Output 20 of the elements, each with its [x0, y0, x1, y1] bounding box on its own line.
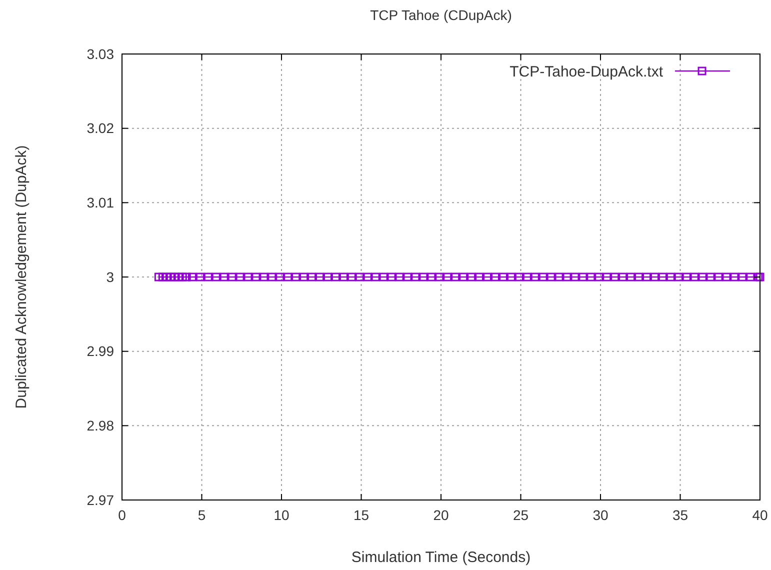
y-tick-label: 3.01 — [86, 194, 114, 211]
x-tick-label: 25 — [512, 507, 529, 523]
x-tick-label: 10 — [274, 507, 290, 523]
x-tick-label: 0 — [118, 507, 126, 523]
x-tick-label: 40 — [752, 507, 768, 523]
x-tick-label: 5 — [198, 507, 206, 523]
x-tick-label: 20 — [433, 507, 449, 523]
x-tick-label: 30 — [592, 507, 608, 523]
y-tick-label: 2.97 — [86, 492, 114, 508]
y-tick-label: 3.03 — [86, 46, 114, 62]
y-tick-label: 2.99 — [86, 343, 114, 360]
y-tick-label: 3.02 — [86, 120, 114, 136]
y-axis-title: Duplicated Acknowledgement (DupAck) — [13, 145, 30, 409]
y-tick-label: 2.98 — [86, 418, 114, 434]
x-tick-label: 15 — [353, 507, 370, 523]
chart-title: TCP Tahoe (CDupAck) — [370, 7, 512, 23]
y-tick-label: 3 — [106, 268, 114, 285]
x-axis-title: Simulation Time (Seconds) — [351, 549, 531, 566]
x-tick-label: 35 — [672, 507, 688, 523]
legend-label: TCP-Tahoe-DupAck.txt — [510, 63, 664, 80]
